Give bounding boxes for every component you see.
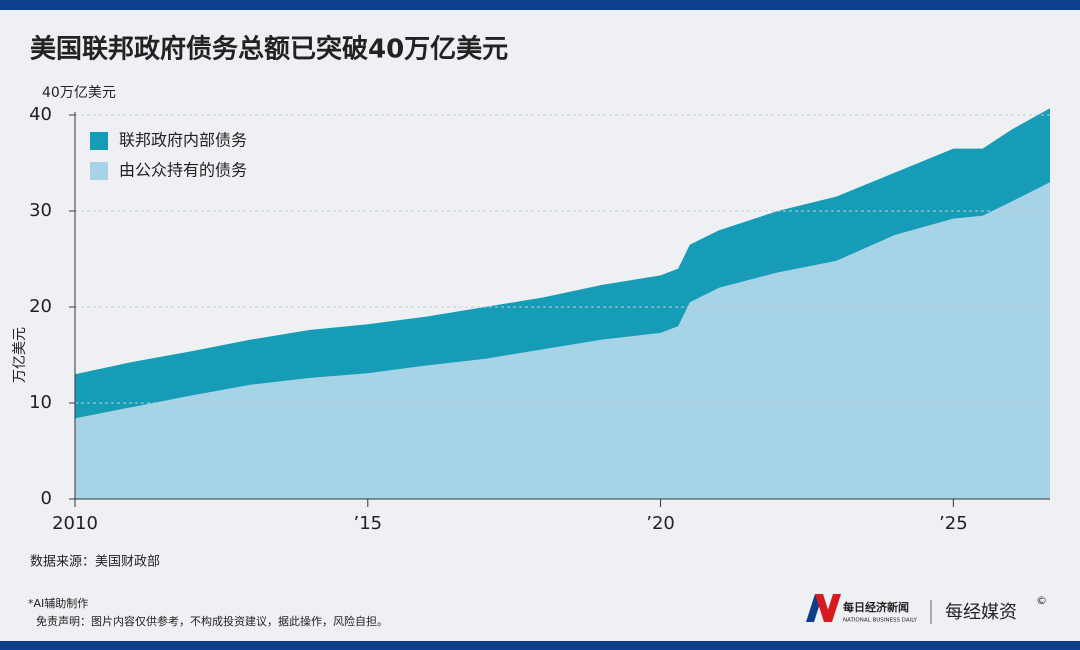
brand: 每经媒资	[945, 602, 1017, 623]
y-tick-label: 30	[29, 200, 52, 221]
x-tick-label: 2010	[52, 513, 98, 534]
legend-swatch	[90, 132, 108, 150]
top-bar	[0, 0, 1080, 10]
y-tick-label: 40	[29, 104, 52, 125]
legend-label: 联邦政府内部债务	[119, 131, 247, 150]
y-tick-label: 0	[41, 488, 52, 509]
chart-title: 美国联邦政府债务总额已突破40万亿美元	[30, 34, 508, 65]
x-tick-label: ’15	[353, 513, 382, 534]
legend-swatch	[90, 162, 108, 180]
logo-text: 每日经济新闻	[843, 600, 909, 614]
y-unit-label: 40万亿美元	[42, 85, 116, 101]
bottom-bar	[0, 641, 1080, 650]
y-tick-label: 20	[29, 296, 52, 317]
disclaimer: 免责声明：图片内容仅供参考，不构成投资建议，据此操作，风险自担。	[36, 614, 388, 628]
y-tick-label: 10	[29, 392, 52, 413]
logo-subtext: NATIONAL BUSINESS DAILY	[843, 618, 918, 624]
x-tick-label: ’25	[939, 513, 968, 534]
source: 数据来源：美国财政部	[30, 555, 160, 570]
area	[75, 182, 1050, 499]
copyright: ©	[1036, 594, 1047, 607]
ai-note: *AI辅助制作	[28, 596, 88, 610]
legend-label: 由公众持有的债务	[119, 161, 247, 180]
area	[75, 108, 1050, 419]
x-tick-label: ’20	[646, 513, 675, 534]
y-axis-label: 万亿美元	[12, 327, 28, 383]
logo: 每日经济新闻 NATIONAL BUSINESS DAILY 每经媒资 ©	[806, 594, 1047, 624]
logo-mark	[824, 594, 841, 622]
